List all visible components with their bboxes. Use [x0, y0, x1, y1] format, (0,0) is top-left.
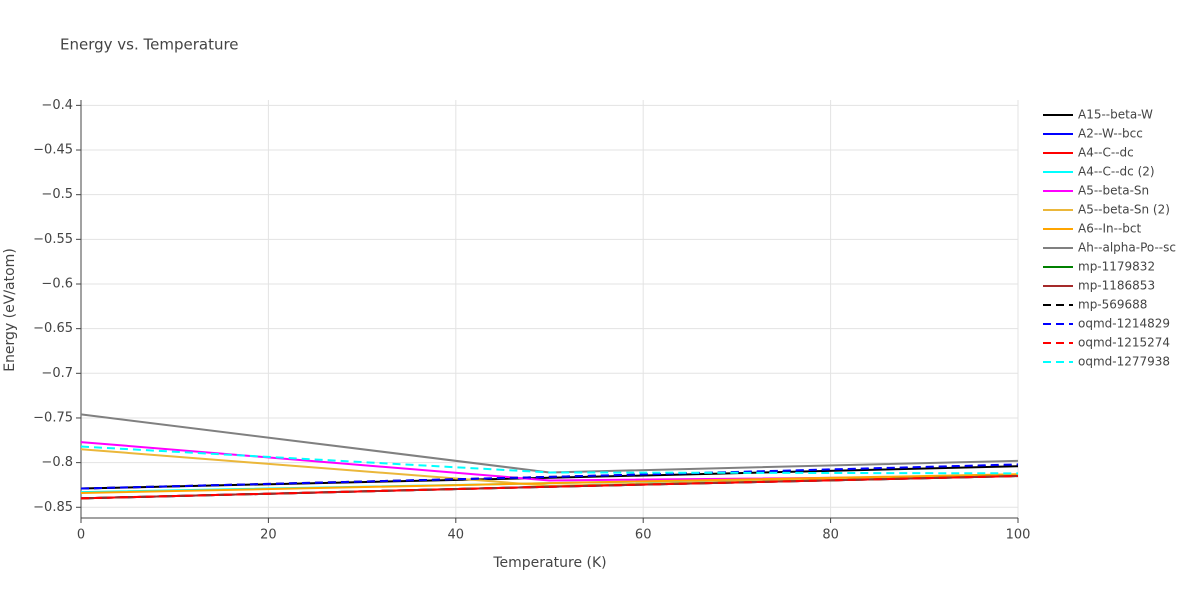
y-tick-label: −0.55 — [33, 232, 73, 247]
series-line — [80, 441, 1019, 482]
y-tick-label: −0.6 — [41, 276, 73, 291]
series-line — [80, 445, 1019, 475]
legend-label: A5--beta-Sn — [1078, 184, 1149, 198]
x-tick-label: 100 — [1006, 528, 1031, 543]
legend-label: oqmd-1277938 — [1078, 355, 1170, 369]
x-tick-label: 40 — [448, 528, 465, 543]
legend-label: mp-1179832 — [1078, 260, 1155, 274]
y-tick-label: −0.8 — [41, 455, 73, 470]
legend-label: Ah--alpha-Po--sc — [1078, 241, 1176, 255]
y-tick-label: −0.5 — [41, 187, 73, 202]
x-tick-label: 80 — [822, 528, 839, 543]
legend-label: A15--beta-W — [1078, 108, 1153, 122]
legend-label: A2--W--bcc — [1078, 127, 1143, 141]
x-tick-label: 0 — [77, 528, 85, 543]
legend-label: mp-1186853 — [1078, 279, 1155, 293]
y-tick-label: −0.75 — [33, 410, 73, 425]
legend-label: A4--C--dc (2) — [1078, 165, 1155, 179]
y-axis-label: Energy (eV/atom) — [2, 248, 18, 372]
x-tick-label: 20 — [260, 528, 277, 543]
y-tick-label: −0.45 — [33, 143, 73, 158]
y-tick-label: −0.65 — [33, 321, 73, 336]
y-tick-label: −0.4 — [41, 98, 73, 113]
x-tick-label: 60 — [635, 528, 652, 543]
legend-label: A4--C--dc — [1078, 146, 1134, 160]
legend-label: oqmd-1215274 — [1078, 336, 1170, 350]
x-axis-label: Temperature (K) — [492, 555, 606, 571]
series-line — [80, 473, 1019, 494]
y-tick-label: −0.7 — [41, 366, 73, 381]
legend-label: A6--In--bct — [1078, 222, 1142, 236]
series-line — [80, 475, 1019, 500]
legend-label: A5--beta-Sn (2) — [1078, 203, 1170, 217]
legend-label: mp-569688 — [1078, 298, 1147, 312]
y-tick-label: −0.85 — [33, 500, 73, 515]
series-line — [80, 413, 1019, 474]
series-line — [80, 463, 1019, 490]
chart-title: Energy vs. Temperature — [60, 36, 239, 54]
legend-label: oqmd-1214829 — [1078, 317, 1170, 331]
